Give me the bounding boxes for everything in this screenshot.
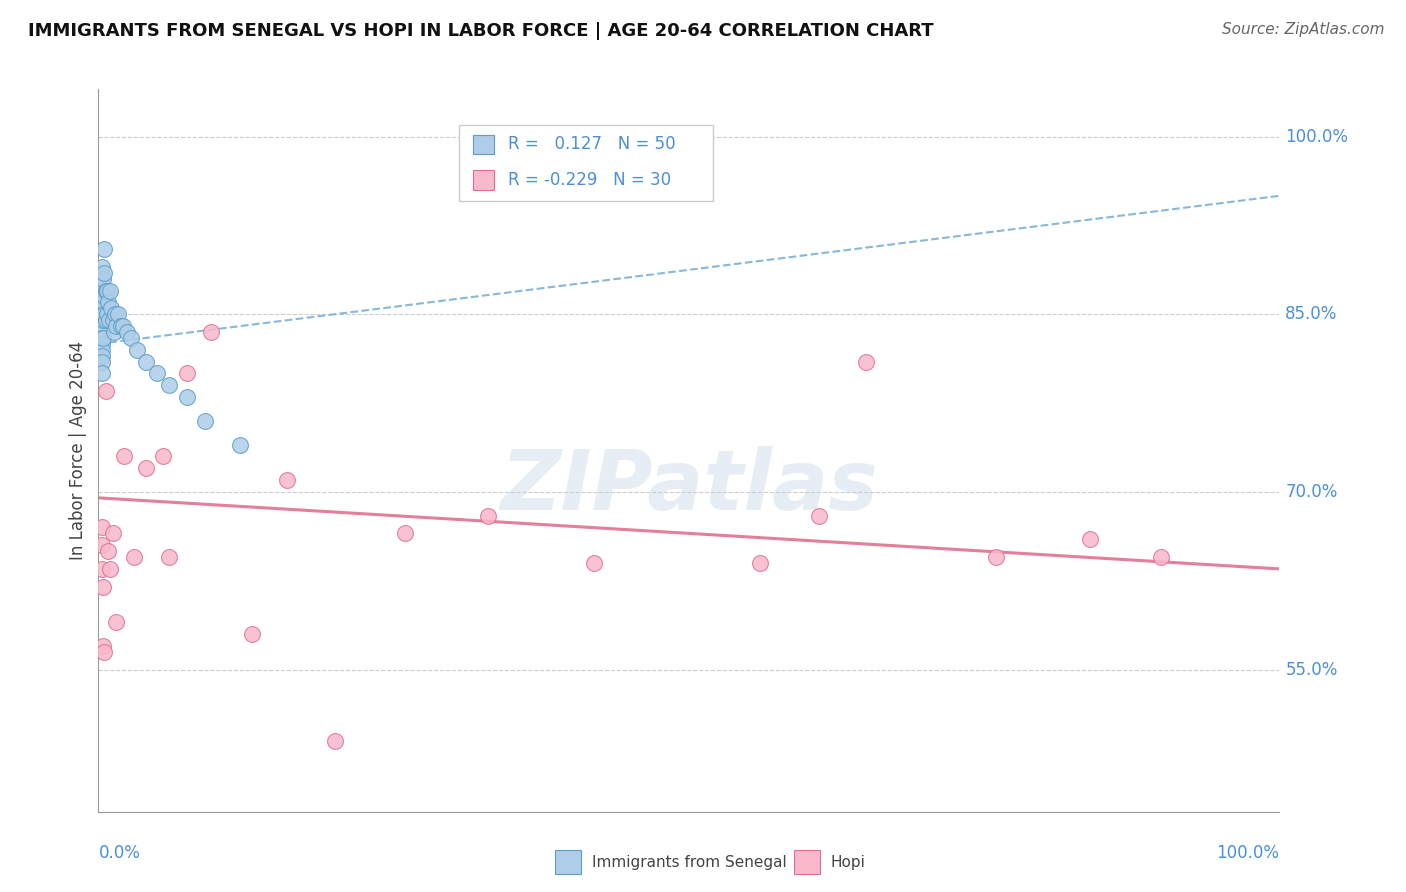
- Text: Immigrants from Senegal: Immigrants from Senegal: [592, 855, 787, 870]
- Point: [94, 284, 117, 298]
- Point: [583, 556, 606, 570]
- Text: 100.0%: 100.0%: [1216, 844, 1279, 863]
- Point: [91, 562, 114, 576]
- Point: [112, 450, 135, 464]
- Point: [91, 295, 114, 310]
- Point: [176, 367, 198, 381]
- Point: [115, 325, 138, 339]
- Text: R = -0.229   N = 30: R = -0.229 N = 30: [508, 171, 672, 189]
- Point: [94, 313, 117, 327]
- Point: [105, 319, 128, 334]
- Point: [91, 580, 114, 594]
- Point: [91, 336, 114, 351]
- Point: [157, 378, 180, 392]
- Bar: [472, 135, 494, 154]
- Point: [93, 242, 115, 256]
- Point: [101, 526, 124, 541]
- Point: [91, 331, 114, 345]
- Point: [91, 639, 114, 653]
- Y-axis label: In Labor Force | Age 20-64: In Labor Force | Age 20-64: [69, 341, 87, 560]
- Point: [121, 331, 143, 345]
- Point: [91, 520, 114, 534]
- Point: [110, 319, 132, 334]
- Point: [122, 550, 145, 565]
- Point: [176, 390, 198, 404]
- Text: R =   0.127   N = 50: R = 0.127 N = 50: [508, 136, 676, 153]
- Point: [91, 277, 114, 292]
- Point: [101, 313, 124, 327]
- Point: [748, 556, 770, 570]
- Point: [146, 367, 169, 381]
- Text: 100.0%: 100.0%: [1285, 128, 1348, 145]
- Point: [194, 414, 217, 428]
- Point: [93, 645, 115, 659]
- Point: [477, 508, 499, 523]
- Point: [240, 627, 263, 641]
- Point: [91, 271, 114, 285]
- Point: [157, 550, 180, 565]
- Point: [1080, 533, 1102, 547]
- Point: [152, 450, 174, 464]
- Bar: [458, 126, 713, 202]
- Point: [90, 307, 112, 321]
- Text: IMMIGRANTS FROM SENEGAL VS HOPI IN LABOR FORCE | AGE 20-64 CORRELATION CHART: IMMIGRANTS FROM SENEGAL VS HOPI IN LABOR…: [28, 22, 934, 40]
- Point: [127, 343, 149, 357]
- Text: 55.0%: 55.0%: [1285, 661, 1337, 679]
- Text: 70.0%: 70.0%: [1285, 483, 1337, 501]
- Point: [200, 325, 222, 339]
- Point: [90, 295, 112, 310]
- Bar: [472, 170, 494, 190]
- Text: 85.0%: 85.0%: [1285, 305, 1337, 323]
- Point: [96, 307, 118, 321]
- Point: [91, 313, 114, 327]
- Point: [91, 367, 114, 381]
- Point: [984, 550, 1007, 565]
- Point: [855, 354, 877, 368]
- Point: [91, 354, 114, 368]
- Point: [91, 313, 114, 327]
- Point: [91, 301, 114, 316]
- Point: [1150, 550, 1173, 565]
- Point: [112, 319, 135, 334]
- Point: [91, 260, 114, 274]
- Text: 0.0%: 0.0%: [98, 844, 141, 863]
- Point: [135, 354, 157, 368]
- Point: [91, 307, 114, 321]
- Point: [93, 307, 115, 321]
- Point: [98, 313, 121, 327]
- Point: [91, 331, 114, 345]
- Text: Source: ZipAtlas.com: Source: ZipAtlas.com: [1222, 22, 1385, 37]
- Point: [394, 526, 416, 541]
- Point: [91, 538, 114, 552]
- Point: [100, 301, 122, 316]
- Point: [107, 307, 129, 321]
- Point: [103, 325, 125, 339]
- Text: Hopi: Hopi: [831, 855, 866, 870]
- Point: [135, 461, 157, 475]
- Point: [94, 384, 117, 399]
- Point: [91, 325, 114, 339]
- Point: [90, 319, 112, 334]
- Point: [104, 307, 127, 321]
- Point: [97, 544, 120, 558]
- Point: [91, 319, 114, 334]
- Point: [98, 562, 121, 576]
- Point: [91, 289, 114, 303]
- Point: [276, 473, 298, 487]
- Point: [93, 266, 115, 280]
- Text: ZIPatlas: ZIPatlas: [501, 446, 877, 527]
- Point: [98, 284, 121, 298]
- Point: [97, 295, 120, 310]
- Point: [91, 349, 114, 363]
- Point: [93, 289, 115, 303]
- Point: [96, 284, 118, 298]
- Point: [105, 615, 128, 630]
- Point: [323, 733, 346, 747]
- Point: [91, 343, 114, 357]
- Point: [229, 437, 252, 451]
- Point: [807, 508, 830, 523]
- Point: [90, 284, 112, 298]
